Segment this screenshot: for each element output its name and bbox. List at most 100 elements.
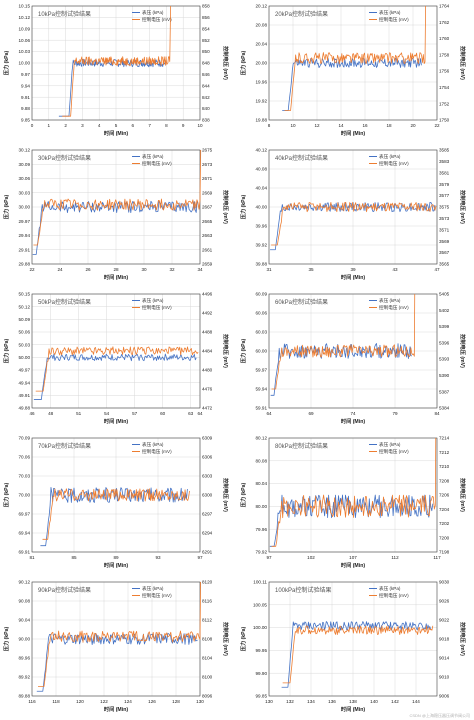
y2-tick-label: 840 <box>202 106 210 111</box>
y2-tick-label: 7202 <box>439 521 450 526</box>
y2-tick-label: 6309 <box>202 436 213 441</box>
y-tick-label: 90.12 <box>19 580 31 585</box>
y2-tick-label: 850 <box>202 49 210 54</box>
x-tick-label: 51 <box>76 411 82 416</box>
legend-label: 表压 (kPa) <box>379 9 401 16</box>
y2-tick-label: 7212 <box>439 450 450 455</box>
y-tick-label: 89.96 <box>19 656 31 661</box>
y-tick-label: 49.88 <box>19 406 31 411</box>
chart-title: 50kPa控制试验结果 <box>38 298 91 306</box>
x-tick-label: 132 <box>286 699 294 704</box>
plot-frame <box>31 437 201 553</box>
x-tick-label: 14 <box>338 123 344 128</box>
y2-tick-label: 3585 <box>439 148 450 153</box>
y2-tick-label: 1758 <box>439 52 450 57</box>
x-tick-label: 89 <box>113 555 119 560</box>
y-tick-label: 50.00 <box>19 355 31 360</box>
x-tick-label: 60 <box>160 411 166 416</box>
x-axis-label: 时间 (Min) <box>341 273 365 281</box>
legend-label: 表压 (kPa) <box>379 441 401 448</box>
y2-tick-label: 3567 <box>439 250 450 255</box>
legend-label: 控制电压 (mV) <box>142 16 172 23</box>
x-tick-label: 9 <box>182 123 185 128</box>
y2-tick-label: 856 <box>202 15 210 20</box>
y-tick-label: 70.03 <box>19 474 31 479</box>
x-tick-label: 43 <box>392 267 398 272</box>
y2-tick-label: 2675 <box>202 148 213 153</box>
chart-panel: 116 118 120 122 124 126 128 130 89.88 89.92 89.96 9… <box>2 580 230 713</box>
series-line-voltage <box>284 5 426 111</box>
x-tick-label: 69 <box>308 411 314 416</box>
y2-tick-label: 3573 <box>439 216 450 221</box>
series-line-voltage <box>35 346 199 392</box>
x-axis-label: 时间 (Min) <box>104 273 128 281</box>
y-tick-label: 80.04 <box>256 481 268 486</box>
y2-axis-label: 控制电压 (mV) <box>459 46 467 80</box>
y2-tick-label: 5387 <box>439 389 450 394</box>
y2-tick-label: 3575 <box>439 205 450 210</box>
x-tick-label: 112 <box>391 555 399 560</box>
y-tick-label: 59.91 <box>256 406 268 411</box>
y2-tick-label: 5390 <box>439 373 450 378</box>
x-tick-label: 10 <box>197 123 203 128</box>
series-line-pressure <box>282 57 422 111</box>
y-tick-label: 10.15 <box>19 4 31 9</box>
x-tick-label: 74 <box>350 411 356 416</box>
y2-tick-label: 3577 <box>439 193 450 198</box>
x-tick-label: 85 <box>71 555 77 560</box>
legend-label: 控制电压 (mV) <box>379 304 409 311</box>
y2-tick-label: 6300 <box>202 493 213 498</box>
y-tick-label: 40.08 <box>256 167 268 172</box>
y-tick-label: 10.03 <box>19 49 31 54</box>
y-axis-label: 压力 (kPa) <box>239 482 247 507</box>
x-tick-label: 102 <box>307 555 315 560</box>
x-tick-label: 10 <box>290 123 296 128</box>
y2-tick-label: 1764 <box>439 4 450 9</box>
y-tick-label: 9.88 <box>21 106 30 111</box>
y2-tick-label: 3583 <box>439 159 450 164</box>
y2-tick-label: 3581 <box>439 170 450 175</box>
series-line-voltage <box>62 5 171 117</box>
y2-tick-label: 7208 <box>439 478 450 483</box>
chart-title: 60kPa控制试验结果 <box>275 298 328 306</box>
y-tick-label: 39.96 <box>256 224 268 229</box>
y2-tick-label: 9006 <box>439 694 450 699</box>
series-line-pressure <box>32 200 198 255</box>
y-tick-label: 80.12 <box>256 436 268 441</box>
y2-tick-label: 852 <box>202 38 210 43</box>
x-tick-label: 120 <box>76 699 84 704</box>
y2-axis-label: 控制电压 (mV) <box>222 46 230 80</box>
y-tick-label: 79.92 <box>256 550 268 555</box>
y2-tick-label: 858 <box>202 4 210 9</box>
chart-panel: 8 10 12 14 16 18 20 22 19.88 19.92 19.96 20.00 20.04… <box>239 4 467 137</box>
y-tick-label: 19.92 <box>256 99 268 104</box>
y-tick-label: 60.09 <box>256 292 268 297</box>
y2-tick-label: 6291 <box>202 550 213 555</box>
y-tick-label: 29.88 <box>19 262 31 267</box>
y2-tick-label: 8116 <box>202 599 212 604</box>
y-tick-label: 9.97 <box>21 72 30 77</box>
y-tick-label: 20.08 <box>256 23 268 28</box>
chart-title: 30kPa控制试验结果 <box>38 154 91 162</box>
chart-panel: 46 48 51 54 57 60 63 64 49.88 49.91 49.94 49.97 50.0… <box>2 292 230 425</box>
y-tick-label: 10.00 <box>19 61 31 66</box>
legend-label: 控制电压 (mV) <box>142 592 172 599</box>
y-tick-label: 60.06 <box>256 311 268 316</box>
x-tick-label: 140 <box>370 699 378 704</box>
y-tick-label: 60.03 <box>256 330 268 335</box>
y-tick-label: 70.09 <box>19 436 31 441</box>
y-axis-label: 压力 (kPa) <box>2 338 10 363</box>
y-axis-label: 压力 (kPa) <box>239 194 247 219</box>
x-tick-label: 116 <box>28 699 36 704</box>
x-tick-label: 4 <box>98 123 101 128</box>
legend-label: 表压 (kPa) <box>379 297 401 304</box>
x-tick-label: 22 <box>434 123 440 128</box>
y2-tick-label: 5384 <box>439 406 450 411</box>
y-axis-label: 压力 (kPa) <box>239 50 247 75</box>
x-tick-label: 30 <box>141 267 147 272</box>
x-tick-label: 35 <box>308 267 314 272</box>
legend-label: 控制电压 (mV) <box>379 592 409 599</box>
series-line-pressure <box>281 621 432 688</box>
legend-label: 表压 (kPa) <box>142 585 164 592</box>
